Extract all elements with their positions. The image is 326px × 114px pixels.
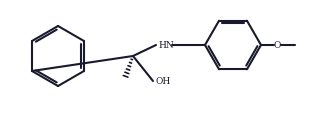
- Text: OH: OH: [155, 77, 170, 86]
- Text: O: O: [273, 41, 281, 50]
- Text: HN: HN: [158, 41, 174, 50]
